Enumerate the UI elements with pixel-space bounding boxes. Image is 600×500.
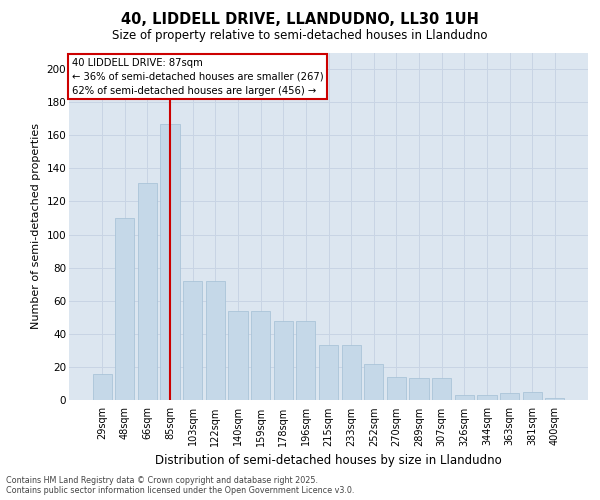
Bar [477, 395, 497, 400]
Bar [183, 281, 202, 400]
Bar [387, 377, 406, 400]
Bar [364, 364, 383, 400]
Bar [138, 183, 157, 400]
Bar [432, 378, 451, 400]
Bar [523, 392, 542, 400]
Bar [455, 395, 474, 400]
Text: 40 LIDDELL DRIVE: 87sqm
← 36% of semi-detached houses are smaller (267)
62% of s: 40 LIDDELL DRIVE: 87sqm ← 36% of semi-de… [71, 58, 323, 96]
Bar [296, 320, 316, 400]
Bar [251, 310, 270, 400]
Bar [274, 320, 293, 400]
Bar [500, 394, 519, 400]
Bar [341, 346, 361, 400]
Bar [319, 346, 338, 400]
Text: Contains HM Land Registry data © Crown copyright and database right 2025.
Contai: Contains HM Land Registry data © Crown c… [6, 476, 355, 495]
Y-axis label: Number of semi-detached properties: Number of semi-detached properties [31, 123, 41, 329]
Text: 40, LIDDELL DRIVE, LLANDUDNO, LL30 1UH: 40, LIDDELL DRIVE, LLANDUDNO, LL30 1UH [121, 12, 479, 28]
X-axis label: Distribution of semi-detached houses by size in Llandudno: Distribution of semi-detached houses by … [155, 454, 502, 467]
Bar [160, 124, 180, 400]
Text: Size of property relative to semi-detached houses in Llandudno: Size of property relative to semi-detach… [112, 29, 488, 42]
Bar [115, 218, 134, 400]
Bar [92, 374, 112, 400]
Bar [206, 281, 225, 400]
Bar [545, 398, 565, 400]
Bar [409, 378, 428, 400]
Bar [229, 310, 248, 400]
